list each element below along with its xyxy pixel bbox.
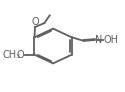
Text: N: N (96, 35, 103, 45)
Text: OH: OH (104, 35, 119, 45)
Text: CH₃: CH₃ (2, 50, 20, 60)
Text: O: O (16, 50, 24, 60)
Text: O: O (31, 17, 39, 27)
